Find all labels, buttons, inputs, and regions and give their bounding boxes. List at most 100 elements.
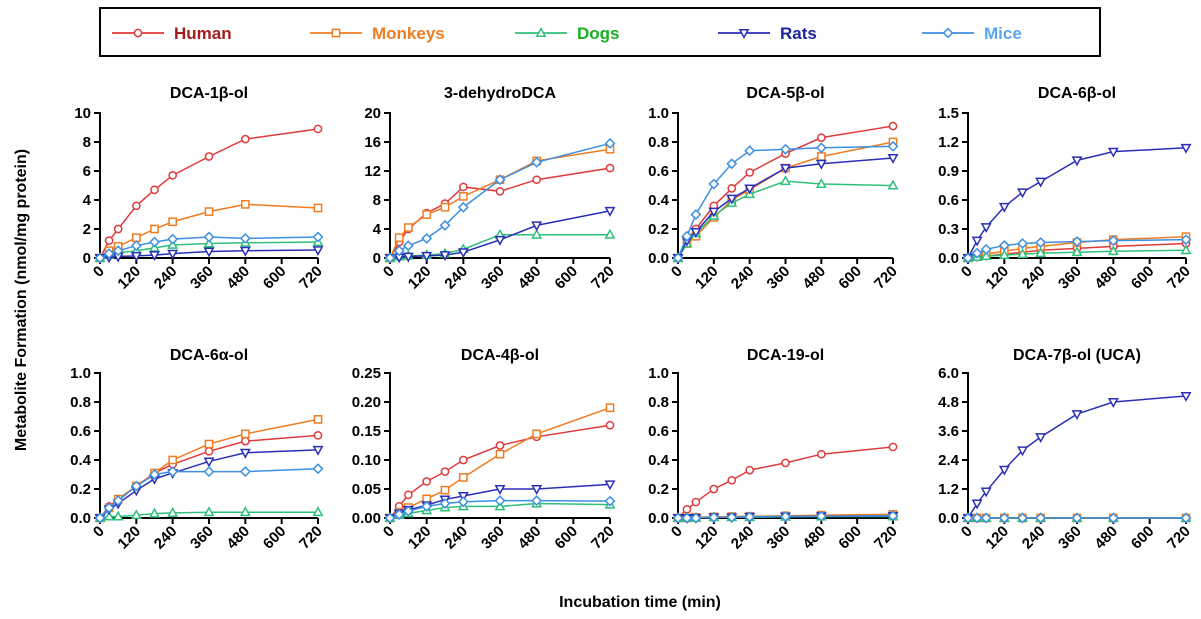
chart-panel: DCA-6α-ol 0.0 0.2 0.4 0.6 0.8 1.0 0 120 240 360 480… bbox=[70, 347, 326, 553]
data-point bbox=[1071, 236, 1083, 248]
data-point bbox=[203, 466, 215, 478]
data-point bbox=[1107, 398, 1119, 408]
x-tick-label: 0 bbox=[90, 523, 108, 541]
data-point bbox=[203, 247, 215, 258]
data-point bbox=[313, 431, 323, 440]
data-point bbox=[440, 202, 450, 212]
x-tick-label: 480 bbox=[799, 523, 829, 553]
data-point bbox=[681, 512, 693, 524]
data-point bbox=[727, 184, 737, 193]
x-tick-label: 120 bbox=[405, 523, 435, 553]
data-point bbox=[168, 217, 178, 227]
data-point bbox=[394, 233, 404, 243]
data-point bbox=[1017, 446, 1028, 457]
data-point bbox=[150, 224, 159, 234]
x-tick-label: 0 bbox=[958, 523, 976, 541]
x-tick-label: 720 bbox=[1164, 263, 1194, 293]
data-point bbox=[204, 446, 214, 456]
data-point bbox=[998, 512, 1010, 524]
data-point bbox=[888, 442, 898, 452]
data-point bbox=[1180, 234, 1192, 246]
y-tick-label: 0.8 bbox=[648, 134, 669, 151]
data-point bbox=[690, 227, 702, 238]
data-point bbox=[1071, 156, 1083, 167]
x-tick-label: 360 bbox=[478, 263, 508, 293]
legend-marker-diamond bbox=[942, 27, 954, 39]
data-point bbox=[130, 480, 142, 492]
data-point bbox=[403, 223, 413, 232]
data-point bbox=[744, 145, 756, 157]
data-point bbox=[690, 209, 702, 220]
shared-y-axis-label: Metabolite Formation (nmol/mg protein) bbox=[13, 149, 30, 451]
x-tick-label: 240 bbox=[441, 263, 471, 293]
data-point bbox=[780, 143, 791, 155]
data-point bbox=[672, 512, 684, 524]
data-point bbox=[313, 203, 323, 213]
chart-title: DCA-6β-ol bbox=[1038, 85, 1116, 102]
data-point bbox=[971, 247, 983, 259]
data-point bbox=[439, 498, 451, 509]
data-point bbox=[708, 511, 720, 523]
data-point bbox=[422, 210, 432, 219]
data-point bbox=[1180, 143, 1192, 154]
y-tick-label: 0.8 bbox=[648, 394, 669, 411]
y-tick-label: 0.4 bbox=[648, 192, 670, 209]
data-point bbox=[816, 152, 826, 161]
data-point bbox=[531, 228, 543, 239]
chart-title: DCA-5β-ol bbox=[746, 85, 824, 102]
series-rats bbox=[672, 154, 899, 264]
data-point bbox=[239, 246, 251, 257]
data-point bbox=[203, 457, 215, 468]
x-tick-label: 480 bbox=[1091, 263, 1121, 293]
data-point bbox=[130, 240, 142, 252]
x-tick-label: 360 bbox=[1055, 263, 1085, 293]
x-tick-label: 120 bbox=[982, 523, 1012, 553]
data-point bbox=[94, 512, 106, 524]
data-point bbox=[239, 466, 251, 478]
data-point bbox=[103, 248, 115, 260]
data-point bbox=[1071, 512, 1083, 524]
x-tick-label: 720 bbox=[296, 523, 326, 553]
x-tick-label: 120 bbox=[405, 263, 435, 293]
chart-panel: 3-dehydroDCA 0 4 8 12 16 20 0 120 240 360 480 600 720 bbox=[364, 85, 618, 293]
x-tick-label: 120 bbox=[982, 263, 1012, 293]
data-point bbox=[104, 236, 114, 245]
y-tick-label: 1.5 bbox=[938, 105, 959, 122]
x-tick-label: 360 bbox=[187, 523, 217, 553]
x-tick-label: 600 bbox=[835, 263, 865, 293]
y-tick-label: 0.10 bbox=[352, 452, 381, 469]
y-tick-label: 8 bbox=[83, 134, 91, 151]
y-tick-label: 0.0 bbox=[648, 250, 669, 267]
data-point bbox=[672, 252, 684, 264]
data-point bbox=[239, 232, 251, 244]
x-tick-label: 240 bbox=[728, 263, 758, 293]
series-mice bbox=[672, 140, 899, 264]
y-tick-label: 0.00 bbox=[352, 510, 381, 527]
data-point bbox=[780, 164, 791, 175]
x-tick-label: 720 bbox=[296, 263, 326, 293]
y-tick-label: 0.0 bbox=[648, 510, 669, 527]
y-tick-label: 0.25 bbox=[352, 365, 381, 382]
chart-title: DCA-6α-ol bbox=[170, 347, 248, 364]
x-tick-label: 600 bbox=[260, 263, 290, 293]
data-point bbox=[1035, 512, 1047, 524]
x-tick-label: 120 bbox=[692, 523, 722, 553]
x-tick-label: 240 bbox=[441, 523, 471, 553]
data-point bbox=[1180, 512, 1192, 524]
data-point bbox=[204, 207, 214, 216]
x-tick-label: 360 bbox=[1055, 523, 1085, 553]
data-point bbox=[1107, 235, 1119, 247]
data-point bbox=[312, 231, 324, 243]
data-point bbox=[130, 509, 142, 520]
data-point bbox=[998, 249, 1010, 260]
y-tick-label: 8 bbox=[373, 192, 381, 209]
x-tick-label: 600 bbox=[260, 523, 290, 553]
data-point bbox=[691, 497, 701, 507]
y-tick-label: 0.6 bbox=[648, 423, 669, 440]
data-point bbox=[203, 506, 215, 517]
data-point bbox=[167, 233, 179, 245]
x-tick-label: 120 bbox=[692, 263, 722, 293]
data-point bbox=[980, 487, 992, 498]
data-point bbox=[887, 179, 899, 190]
